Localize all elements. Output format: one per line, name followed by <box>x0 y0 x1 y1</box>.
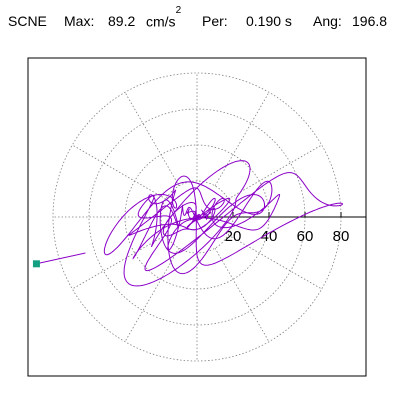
start-marker-group <box>32 252 86 268</box>
motion-trace <box>103 160 344 287</box>
grid-spoke-300 <box>214 247 270 342</box>
radial-tick-label-60: 60 <box>297 228 314 245</box>
ang-label: Ang: <box>313 13 342 29</box>
grid-spoke-120 <box>124 92 180 187</box>
radial-tick-label-80: 80 <box>333 228 350 245</box>
radial-tick-label-40: 40 <box>261 228 278 245</box>
grid-spoke-210 <box>72 234 167 290</box>
ang-value: 196.8 <box>352 13 388 29</box>
station-code: SCNE <box>8 13 47 29</box>
grid-spoke-30 <box>227 144 322 200</box>
motion-trace-path <box>103 160 344 287</box>
radial-axis: 20 40 60 80 <box>197 212 366 245</box>
max-unit: cm/s2 <box>146 5 181 30</box>
grid-spoke-240 <box>124 247 180 342</box>
max-unit-exponent: 2 <box>175 5 182 16</box>
max-unit-text: cm/s <box>146 13 176 30</box>
per-label: Per: <box>202 13 228 29</box>
per-value: 0.190 s <box>246 13 292 29</box>
max-value: 89.2 <box>108 13 136 29</box>
radial-tick-label-20: 20 <box>225 228 242 245</box>
start-segment <box>36 252 86 265</box>
max-label: Max: <box>64 13 95 29</box>
grid-spoke-330 <box>227 234 322 290</box>
start-marker <box>32 260 40 268</box>
grid-spoke-150 <box>72 144 167 200</box>
grid-spoke-60 <box>214 92 270 187</box>
